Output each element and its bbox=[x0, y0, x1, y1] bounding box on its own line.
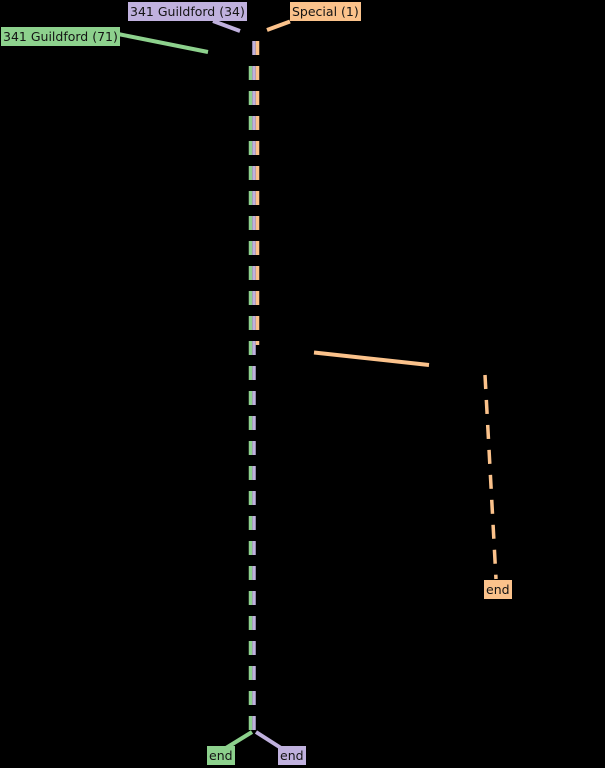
leader-purple-top bbox=[212, 19, 241, 33]
orange-branch-dashed bbox=[483, 374, 498, 580]
leader-orange-top bbox=[266, 19, 291, 32]
route-label-special-1: Special (1) bbox=[290, 2, 361, 21]
end-label-orange: end bbox=[484, 580, 512, 599]
end-label-green: end bbox=[207, 746, 235, 765]
route-label-341-guildford-71: 341 Guildford (71) bbox=[1, 27, 120, 46]
leader-green-top bbox=[117, 32, 209, 54]
leader-green-bottom bbox=[224, 730, 254, 750]
route-label-341-guildford-34: 341 Guildford (34) bbox=[128, 2, 247, 21]
orange-branch-solid bbox=[313, 350, 430, 367]
end-label-purple: end bbox=[278, 746, 306, 765]
leader-purple-bottom bbox=[254, 730, 283, 750]
